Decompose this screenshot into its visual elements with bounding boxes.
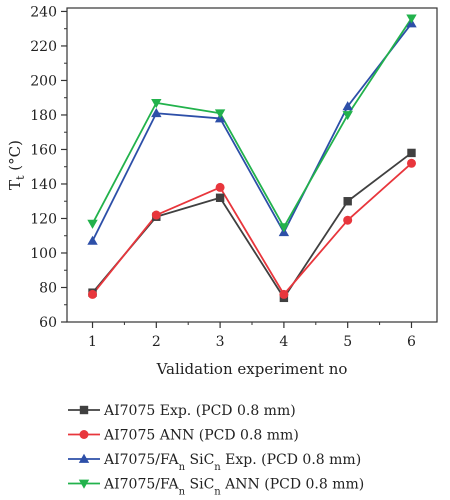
legend-label: AI7075/FAn SiCn Exp. (PCD 0.8 mm) — [103, 452, 361, 473]
data-point-s1-6 — [407, 148, 416, 158]
axes: 60 80 100 120 140 160 180 200 220 240 1 2 3 4 5 6 Valida… — [6, 4, 438, 378]
data-point-s3-1 — [87, 235, 98, 245]
legend-marker — [78, 453, 90, 463]
legend-item-4: AI7075/FAn SiCn ANN (PCD 0.8 mm) — [68, 477, 364, 498]
data-point-s2-1 — [88, 289, 98, 299]
x-tick-label: 3 — [216, 334, 225, 350]
x-axis-title: Validation experiment no — [156, 360, 348, 378]
series-layer — [91, 17, 413, 299]
y-tick-label: 220 — [30, 39, 57, 55]
series-line-4 — [91, 17, 413, 229]
data-point-s1-5 — [343, 197, 352, 206]
y-tick-label: 200 — [30, 73, 57, 89]
legend-item-2: AI7075 ANN (PCD 0.8 mm) — [68, 428, 299, 444]
data-point-s2-2 — [151, 210, 161, 220]
y-tick-label: 180 — [30, 108, 57, 124]
x-tick-label: 1 — [88, 334, 97, 350]
data-point-s1-3 — [215, 193, 225, 202]
data-point-s4-6 — [406, 14, 417, 24]
data-point-s2-5 — [343, 215, 353, 225]
data-point-s4-1 — [87, 219, 98, 229]
y-tick-label: 240 — [30, 4, 57, 20]
legend-item-3: AI7075/FAn SiCn Exp. (PCD 0.8 mm) — [68, 452, 361, 473]
data-point-s4-3 — [214, 109, 226, 119]
x-tick-label: 6 — [407, 334, 416, 350]
y-tick-label: 100 — [30, 246, 57, 262]
legend-item-1: AI7075 Exp. (PCD 0.8 mm) — [68, 403, 296, 419]
legend-marker — [79, 430, 89, 439]
data-point-s2-3 — [215, 182, 225, 192]
x-tick-label: 2 — [152, 334, 161, 350]
x-tick-label: 5 — [343, 334, 352, 350]
y-axis-title: Tt (°C) — [6, 140, 27, 190]
series-line-3 — [91, 22, 413, 242]
y-tick-label: 140 — [30, 177, 57, 193]
data-point-s3-5 — [342, 101, 353, 111]
legend-label: AI7075 Exp. (PCD 0.8 mm) — [103, 403, 296, 419]
data-point-s4-5 — [342, 111, 353, 121]
x-tick-label: 4 — [279, 334, 288, 350]
data-point-s2-4 — [279, 289, 289, 299]
legend-label: AI7075 ANN (PCD 0.8 mm) — [103, 428, 299, 444]
legend-marker — [79, 405, 89, 415]
y-tick-label: 120 — [30, 211, 57, 227]
series-line-2 — [91, 162, 413, 296]
y-tick-label: 160 — [30, 142, 57, 158]
legend: AI7075 Exp. (PCD 0.8 mm) AI7075 ANN (PCD … — [68, 403, 364, 497]
data-point-s4-2 — [151, 98, 162, 109]
y-tick-label: 60 — [39, 315, 57, 331]
legend-label: AI7075/FAn SiCn ANN (PCD 0.8 mm) — [103, 477, 364, 498]
data-point-s4-4 — [278, 223, 290, 233]
data-point-s2-6 — [406, 158, 416, 168]
marker-layer — [87, 14, 417, 303]
y-tick-label: 80 — [39, 280, 57, 296]
data-point-s3-2 — [151, 108, 162, 118]
legend-marker — [78, 479, 90, 489]
